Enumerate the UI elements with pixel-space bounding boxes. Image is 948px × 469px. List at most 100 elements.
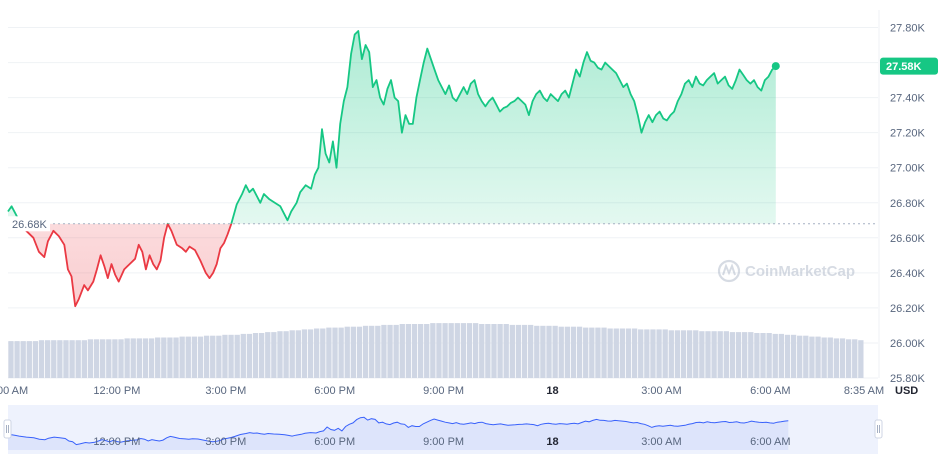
volume-bar bbox=[252, 333, 259, 378]
navigator-right-handle[interactable] bbox=[874, 419, 883, 439]
volume-bar bbox=[766, 333, 772, 378]
volume-bar bbox=[466, 323, 473, 378]
price-line-up[interactable] bbox=[7, 30, 777, 306]
watermark-text: CoinMarketCap bbox=[745, 263, 855, 280]
volume-bar bbox=[417, 324, 424, 378]
volume-bar bbox=[112, 339, 118, 378]
volume-bar bbox=[650, 329, 656, 378]
navigator-tick-label: 18 bbox=[546, 436, 558, 448]
price-area bbox=[8, 31, 776, 307]
volume-bar bbox=[405, 324, 412, 378]
volume-bar bbox=[222, 334, 228, 378]
volume-bar bbox=[644, 329, 650, 378]
volume-bar bbox=[393, 324, 399, 378]
price-line[interactable] bbox=[7, 30, 777, 308]
volume-bar bbox=[815, 336, 821, 378]
navigator-area bbox=[8, 417, 789, 450]
price-area-down bbox=[21, 223, 232, 307]
volume-bar bbox=[155, 337, 161, 378]
volume-bar bbox=[106, 339, 112, 378]
navigator-tick-label: 3:00 AM bbox=[641, 436, 681, 448]
volume-bar bbox=[93, 339, 100, 378]
volume-bar bbox=[686, 330, 693, 378]
volume-bar bbox=[314, 328, 320, 378]
volume-bar bbox=[148, 338, 155, 378]
volume-bar bbox=[797, 335, 803, 378]
volume-bar bbox=[631, 328, 638, 378]
navigator-left-handle[interactable] bbox=[3, 419, 12, 439]
current-price-dot bbox=[771, 62, 780, 71]
volume-bar bbox=[63, 340, 69, 378]
volume-bar bbox=[680, 330, 687, 378]
volume-bar bbox=[399, 324, 405, 378]
x-tick-label: 18 bbox=[546, 385, 558, 397]
volume-bar bbox=[784, 334, 791, 378]
volume-bar bbox=[460, 323, 467, 378]
navigator-tick-label: 9:00 PM bbox=[423, 436, 464, 448]
volume-bar bbox=[14, 341, 20, 378]
volume-bar bbox=[454, 323, 460, 378]
volume-bar bbox=[607, 328, 613, 378]
volume-bar bbox=[827, 337, 833, 378]
volume-bar bbox=[124, 338, 130, 378]
volume-bar bbox=[619, 328, 626, 378]
volume-bar bbox=[839, 338, 846, 378]
volume-bar bbox=[601, 327, 607, 378]
volume-bar bbox=[216, 335, 222, 378]
volume-bar bbox=[558, 326, 564, 378]
volume-bar bbox=[265, 332, 271, 378]
volume-bar bbox=[8, 341, 14, 378]
price-line-down[interactable] bbox=[8, 31, 776, 308]
volume-bar bbox=[320, 328, 326, 378]
volume-bar bbox=[75, 340, 81, 378]
x-tick-label: 12:00 PM bbox=[93, 385, 140, 397]
volume-bar bbox=[203, 335, 210, 378]
volume-bar bbox=[375, 325, 381, 378]
volume-bar bbox=[295, 330, 301, 378]
volume-bar bbox=[442, 323, 448, 378]
volume-bar bbox=[772, 333, 778, 378]
x-tick-label: 3:00 PM bbox=[205, 385, 246, 397]
volume-bar bbox=[350, 326, 357, 378]
volume-bar bbox=[240, 333, 246, 378]
volume-bar bbox=[742, 332, 748, 378]
volume-bar bbox=[833, 338, 840, 378]
x-tick-label: 6:00 PM bbox=[314, 385, 355, 397]
volume-bar bbox=[51, 340, 57, 378]
volume-bar bbox=[424, 324, 430, 378]
volume-bar bbox=[589, 327, 595, 378]
volume-bar bbox=[540, 325, 546, 378]
baseline-value-label: 26.68K bbox=[12, 219, 48, 231]
range-navigator[interactable]: 12:00 PM 3:00 PM 6:00 PM 9:00 PM 18 3:00 AM 6:… bbox=[3, 405, 883, 454]
volume-bar bbox=[185, 336, 191, 378]
current-price-tag: 27.58K bbox=[880, 57, 938, 75]
x-tick-label: 8:35 AM bbox=[844, 385, 884, 397]
volume-bar bbox=[271, 332, 277, 378]
volume-bar bbox=[570, 326, 577, 378]
volume-bar bbox=[528, 324, 534, 378]
volume-bar bbox=[479, 324, 485, 378]
y-tick-label: 27.00K bbox=[890, 163, 926, 175]
volume-bar bbox=[277, 331, 283, 378]
volume-bar bbox=[576, 326, 583, 378]
volume-bars bbox=[8, 323, 864, 378]
volume-bar bbox=[362, 325, 369, 378]
volume-bar bbox=[344, 326, 350, 378]
volume-bar bbox=[760, 333, 766, 378]
volume-bar bbox=[179, 336, 185, 378]
volume-bar bbox=[497, 324, 503, 378]
volume-bar bbox=[625, 328, 632, 378]
volume-bar bbox=[564, 326, 571, 378]
y-axis: 25.80K 26.00K 26.20K 26.40K 26.60K 26.80K 27.0… bbox=[890, 23, 926, 385]
volume-bar bbox=[167, 337, 173, 378]
volume-bar bbox=[546, 325, 552, 378]
volume-bar bbox=[289, 330, 295, 378]
y-tick-label: 26.80K bbox=[890, 198, 926, 210]
volume-bar bbox=[509, 324, 515, 378]
volume-bar bbox=[338, 327, 344, 378]
x-axis: USD 9:00 AM 12:00 PM 3:00 PM 6:00 PM 9:00 PM… bbox=[0, 385, 918, 397]
volume-bar bbox=[595, 327, 601, 378]
y-tick-label: 26.60K bbox=[890, 233, 926, 245]
